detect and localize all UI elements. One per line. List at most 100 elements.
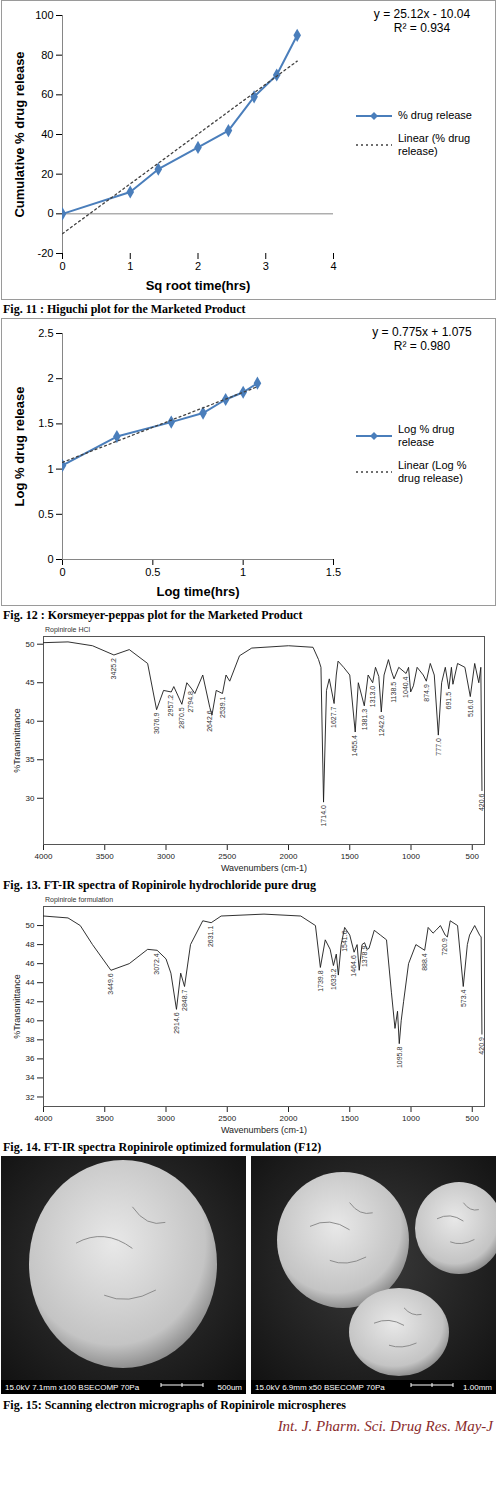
svg-text:0.5: 0.5 <box>145 566 160 578</box>
svg-text:Log time(hrs): Log time(hrs) <box>156 584 239 599</box>
svg-text:1.5: 1.5 <box>38 417 53 429</box>
svg-text:3076.9: 3076.9 <box>153 713 160 735</box>
svg-text:0: 0 <box>47 207 53 219</box>
svg-text:874.9: 874.9 <box>423 684 430 702</box>
svg-text:30: 30 <box>26 794 35 803</box>
svg-text:0.5: 0.5 <box>38 508 53 520</box>
svg-text:2642.6: 2642.6 <box>206 710 213 732</box>
svg-text:1: 1 <box>127 260 133 272</box>
svg-text:3000: 3000 <box>157 852 175 861</box>
svg-text:0: 0 <box>59 566 65 578</box>
svg-text:42: 42 <box>26 997 35 1006</box>
svg-text:516.0: 516.0 <box>467 699 474 717</box>
svg-text:1455.4: 1455.4 <box>351 735 358 757</box>
svg-text:34: 34 <box>26 1073 35 1082</box>
svg-text:720.9: 720.9 <box>441 938 448 956</box>
svg-text:2000: 2000 <box>280 1114 298 1123</box>
svg-text:0: 0 <box>47 553 53 565</box>
svg-text:3: 3 <box>263 260 269 272</box>
svg-text:2870.5: 2870.5 <box>178 707 185 729</box>
svg-text:1714.0: 1714.0 <box>320 805 327 827</box>
svg-text:1: 1 <box>240 566 246 578</box>
svg-text:4000: 4000 <box>35 1114 53 1123</box>
svg-text:2500: 2500 <box>218 1114 236 1123</box>
svg-text:1138.5: 1138.5 <box>390 682 397 703</box>
svg-text:45: 45 <box>26 678 35 687</box>
svg-text:Wavenumbers (cm-1): Wavenumbers (cm-1) <box>221 863 307 873</box>
svg-text:50: 50 <box>26 640 35 649</box>
svg-text:1000: 1000 <box>402 1114 420 1123</box>
svg-text:1040.4: 1040.4 <box>402 676 409 698</box>
svg-text:100: 100 <box>35 9 53 21</box>
svg-text:1.5: 1.5 <box>326 566 341 578</box>
svg-text:2000: 2000 <box>280 852 298 861</box>
svg-text:2914.6: 2914.6 <box>173 1012 180 1034</box>
svg-text:32: 32 <box>26 1093 35 1102</box>
svg-text:40: 40 <box>41 128 53 140</box>
svg-text:1500: 1500 <box>341 1114 359 1123</box>
svg-text:60: 60 <box>41 88 53 100</box>
svg-text:2957.2: 2957.2 <box>167 695 174 717</box>
svg-text:3072.4: 3072.4 <box>153 953 160 975</box>
svg-text:35: 35 <box>26 755 35 764</box>
svg-text:691.5: 691.5 <box>445 692 452 710</box>
svg-text:1242.6: 1242.6 <box>378 715 385 737</box>
svg-text:420.6: 420.6 <box>478 793 485 811</box>
svg-text:1739.8: 1739.8 <box>317 970 324 992</box>
svg-text:15.0kV 6.9mm x50 BSECOMP 70Pa: 15.0kV 6.9mm x50 BSECOMP 70Pa <box>255 1383 385 1392</box>
svg-text:44: 44 <box>26 978 35 987</box>
svg-text:4: 4 <box>330 260 336 272</box>
svg-text:1378.9: 1378.9 <box>361 946 368 968</box>
svg-text:0: 0 <box>59 260 65 272</box>
svg-text:3000: 3000 <box>157 1114 175 1123</box>
svg-text:Wavenumbers (cm-1): Wavenumbers (cm-1) <box>221 1125 307 1135</box>
svg-text:3500: 3500 <box>96 1114 114 1123</box>
svg-text:40: 40 <box>26 1016 35 1025</box>
svg-text:80: 80 <box>41 49 53 61</box>
svg-text:888.4: 888.4 <box>421 953 428 971</box>
svg-text:1541.6: 1541.6 <box>341 930 348 952</box>
svg-text:2848.7: 2848.7 <box>181 989 188 1011</box>
svg-text:46: 46 <box>26 959 35 968</box>
svg-text:573.4: 573.4 <box>459 989 466 1007</box>
svg-text:2.5: 2.5 <box>38 327 53 339</box>
svg-text:36: 36 <box>26 1054 35 1063</box>
svg-text:38: 38 <box>26 1035 35 1044</box>
svg-text:420.9: 420.9 <box>478 1037 485 1055</box>
svg-text:Cumulative % drug release: Cumulative % drug release <box>12 51 27 217</box>
svg-text:3425.2: 3425.2 <box>110 658 117 680</box>
svg-text:Sq root time(hrs): Sq root time(hrs) <box>146 278 251 293</box>
svg-text:Log % drug release: Log % drug release <box>12 387 27 507</box>
svg-text:2794.8: 2794.8 <box>187 691 194 713</box>
svg-text:2539.1: 2539.1 <box>219 696 226 718</box>
svg-text:777.0: 777.0 <box>435 738 442 756</box>
svg-text:500um: 500um <box>218 1383 243 1392</box>
svg-text:2500: 2500 <box>218 852 236 861</box>
svg-text:40: 40 <box>26 717 35 726</box>
svg-text:3500: 3500 <box>96 852 114 861</box>
svg-text:1633.2: 1633.2 <box>330 968 337 990</box>
svg-text:1464.6: 1464.6 <box>350 955 357 977</box>
svg-text:1500: 1500 <box>341 852 359 861</box>
svg-text:500: 500 <box>466 852 480 861</box>
svg-text:1381.3: 1381.3 <box>361 709 368 731</box>
svg-text:15.0kV 7.1mm x100 BSECOMP 70Pa: 15.0kV 7.1mm x100 BSECOMP 70Pa <box>5 1383 140 1392</box>
svg-text:1095.8: 1095.8 <box>396 1047 403 1069</box>
svg-text:50: 50 <box>26 921 35 930</box>
svg-text:48: 48 <box>26 940 35 949</box>
svg-text:1313.0: 1313.0 <box>369 686 376 708</box>
svg-text:4000: 4000 <box>35 852 53 861</box>
svg-text:-20: -20 <box>38 247 54 259</box>
svg-text:500: 500 <box>466 1114 480 1123</box>
svg-text:1000: 1000 <box>402 852 420 861</box>
svg-text:20: 20 <box>41 168 53 180</box>
svg-text:2631.1: 2631.1 <box>207 926 214 948</box>
svg-text:1627.7: 1627.7 <box>330 706 337 728</box>
svg-text:3449.6: 3449.6 <box>107 973 114 995</box>
svg-text:%Transmittance: %Transmittance <box>12 974 22 1039</box>
svg-text:1: 1 <box>47 463 53 475</box>
svg-text:%Transmittance: %Transmittance <box>12 708 22 773</box>
svg-text:1.00mm: 1.00mm <box>463 1383 492 1392</box>
svg-text:2: 2 <box>195 260 201 272</box>
svg-text:2: 2 <box>47 372 53 384</box>
